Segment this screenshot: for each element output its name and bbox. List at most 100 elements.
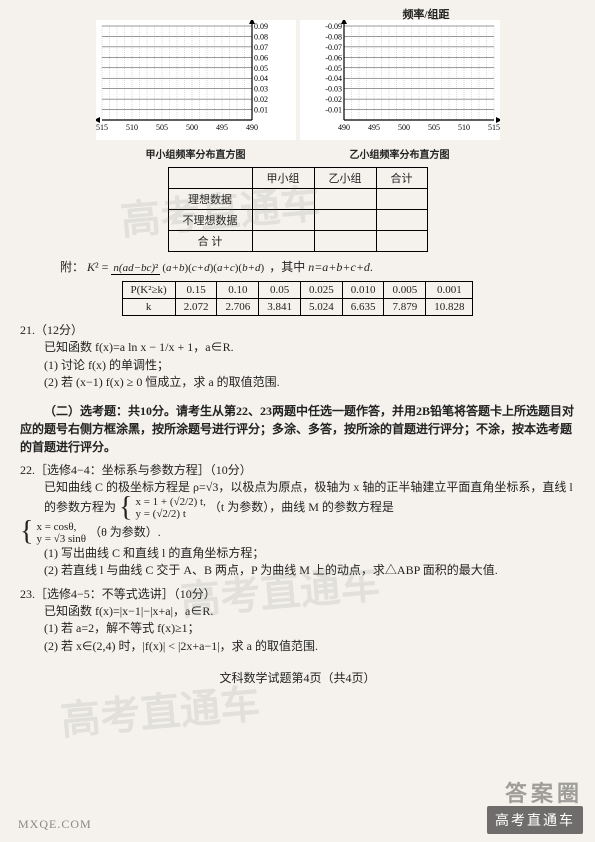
- q22-param-l: { x = 1 + (√2/2) t, y = (√2/2) t: [119, 496, 206, 520]
- table-header: 乙小组: [314, 168, 376, 189]
- svg-text:515: 515: [488, 123, 500, 132]
- histogram-right-wrap: 频率/组距 -0.01-0.02-0.03-0.04-0.05-0.06-0.0…: [300, 20, 500, 161]
- q22-param-l-tail: （t 为参数），曲线 M 的参数方程是: [209, 500, 394, 514]
- svg-text:0.02: 0.02: [254, 95, 268, 104]
- table-cell: [252, 189, 314, 210]
- row-label: 不理想数据: [168, 210, 252, 231]
- svg-text:490: 490: [338, 123, 350, 132]
- histogram-left-caption: 甲小组频率分布直方图: [96, 146, 296, 161]
- q21-header: 21.（12分）: [20, 322, 575, 339]
- table-cell: 2.706: [217, 299, 259, 316]
- svg-text:-0.08: -0.08: [325, 32, 342, 41]
- table-cell: [376, 189, 427, 210]
- histogram-left: 0.010.020.030.040.050.060.070.080.095155…: [96, 20, 296, 140]
- q22-param-m: { x = cosθ, y = √3 sinθ （θ 为参数）.: [20, 521, 575, 545]
- svg-text:-0.03: -0.03: [325, 85, 342, 94]
- page-footer: 文科数学试题第4页（共4页）: [20, 669, 575, 686]
- svg-text:495: 495: [216, 123, 228, 132]
- section2-note: （二）选考题：共10分。请考生从第22、23两题中任选一题作答，并用2B铅笔将答…: [20, 402, 575, 456]
- question-23: 23.［选修4−5：不等式选讲］（10分） 已知函数 f(x)=|x−1|−|x…: [20, 586, 575, 656]
- table-cell: 0.05: [259, 282, 301, 299]
- svg-text:500: 500: [186, 123, 198, 132]
- table-cell: [314, 210, 376, 231]
- k2-row-label: P(K²≥k): [122, 282, 175, 299]
- q22-param-m-tail: （θ 为参数）.: [89, 524, 161, 538]
- q21-line1: 已知函数 f(x)=a ln x − 1/x + 1，a∈R.: [44, 339, 575, 356]
- svg-text:-0.09: -0.09: [325, 22, 342, 31]
- corner-badge-2: 答案圈: [505, 776, 583, 808]
- question-22: 22.［选修4−4：坐标系与参数方程］（10分） 已知曲线 C 的极坐标方程是 …: [20, 462, 575, 580]
- table-cell: [252, 210, 314, 231]
- q22-line1: 已知曲线 C 的极坐标方程是 ρ=√3，以极点为原点，极轴为 x 轴的正半轴建立…: [44, 479, 575, 521]
- page: 0.010.020.030.040.050.060.070.080.095155…: [20, 20, 575, 686]
- svg-text:0.01: 0.01: [254, 106, 268, 115]
- table-cell: [376, 231, 427, 252]
- contingency-table: 甲小组乙小组合计 理想数据不理想数据合 计: [168, 167, 428, 252]
- table-cell: [252, 231, 314, 252]
- k2-critical-table: P(K²≥k)0.150.100.050.0250.0100.0050.001 …: [122, 281, 474, 316]
- svg-text:0.05: 0.05: [254, 64, 268, 73]
- table-row: 不理想数据: [168, 210, 427, 231]
- q22-param-l-x: x = 1 + (√2/2) t,: [135, 496, 205, 508]
- q22-param-l-y: y = (√2/2) t: [135, 508, 205, 520]
- svg-text:510: 510: [458, 123, 470, 132]
- svg-text:0.03: 0.03: [254, 85, 268, 94]
- svg-text:0.04: 0.04: [254, 74, 268, 83]
- q22-param-m-x: x = cosθ,: [36, 521, 86, 533]
- corner-badge: 高考直通车: [487, 806, 583, 834]
- q22-param-m-y: y = √3 sinθ: [36, 533, 86, 545]
- table-cell: 0.001: [426, 282, 473, 299]
- svg-text:500: 500: [398, 123, 410, 132]
- table-cell: 2.072: [175, 299, 217, 316]
- table-header: 合计: [376, 168, 427, 189]
- table-cell: 0.025: [300, 282, 342, 299]
- svg-text:495: 495: [368, 123, 380, 132]
- svg-text:510: 510: [126, 123, 138, 132]
- table-cell: 0.10: [217, 282, 259, 299]
- table-cell: 0.005: [384, 282, 426, 299]
- table-cell: [314, 189, 376, 210]
- table-cell: 6.635: [342, 299, 384, 316]
- question-21: 21.（12分） 已知函数 f(x)=a ln x − 1/x + 1，a∈R.…: [20, 322, 575, 392]
- histogram-left-wrap: 0.010.020.030.040.050.060.070.080.095155…: [96, 20, 296, 161]
- svg-text:490: 490: [246, 123, 258, 132]
- svg-text:-0.06: -0.06: [325, 53, 342, 62]
- q23-line1: 已知函数 f(x)=|x−1|−|x+a|，a∈R.: [44, 603, 575, 620]
- table-cell: 0.010: [342, 282, 384, 299]
- svg-text:505: 505: [156, 123, 168, 132]
- yaxis-title: 频率/组距: [402, 6, 449, 22]
- table-cell: [314, 231, 376, 252]
- table-cell: 7.879: [384, 299, 426, 316]
- table-cell: 3.841: [259, 299, 301, 316]
- q23-part1: (1) 若 a=2，解不等式 f(x)≥1；: [44, 620, 575, 637]
- svg-text:-0.07: -0.07: [325, 43, 342, 52]
- svg-text:-0.02: -0.02: [325, 95, 342, 104]
- histograms-row: 0.010.020.030.040.050.060.070.080.095155…: [20, 20, 575, 161]
- table-cell: 0.15: [175, 282, 217, 299]
- svg-text:-0.01: -0.01: [325, 106, 342, 115]
- q21-part2: (2) 若 (x−1) f(x) ≥ 0 恒成立，求 a 的取值范围.: [44, 374, 575, 391]
- table-cell: 10.828: [426, 299, 473, 316]
- k2-formula: 附： K² = n(ad−bc)²(a+b)(c+d)(a+c)(b+d) ，其…: [60, 258, 575, 275]
- svg-text:515: 515: [96, 123, 108, 132]
- q23-header: 23.［选修4−5：不等式选讲］（10分）: [20, 586, 575, 603]
- histogram-right: -0.01 -0.02-0.03 -0.04-0.05 -0.06-0.07 -0.08…: [300, 20, 500, 140]
- q22-part2: (2) 若直线 l 与曲线 C 交于 A、B 两点，P 为曲线 M 上的动点，求…: [44, 562, 575, 579]
- svg-text:0.07: 0.07: [254, 43, 268, 52]
- q23-part2: (2) 若 x∈(2,4) 时，|f(x)| < |2x+a−1|，求 a 的取…: [44, 638, 575, 655]
- q21-part1: (1) 讨论 f(x) 的单调性；: [44, 357, 575, 374]
- svg-text:-0.05: -0.05: [325, 64, 342, 73]
- svg-text:0.09: 0.09: [254, 22, 268, 31]
- table-cell: 5.024: [300, 299, 342, 316]
- k2-prefix: 附：: [60, 260, 84, 274]
- q22-part1: (1) 写出曲线 C 和直线 l 的直角坐标方程；: [44, 545, 575, 562]
- svg-text:0.06: 0.06: [254, 53, 268, 62]
- table-row: 理想数据: [168, 189, 427, 210]
- row-label: 理想数据: [168, 189, 252, 210]
- svg-text:505: 505: [428, 123, 440, 132]
- table-header: 甲小组: [252, 168, 314, 189]
- row-label: 合 计: [168, 231, 252, 252]
- histogram-right-caption: 乙小组频率分布直方图: [300, 146, 500, 161]
- svg-text:-0.04: -0.04: [325, 74, 342, 83]
- table-header: [168, 168, 252, 189]
